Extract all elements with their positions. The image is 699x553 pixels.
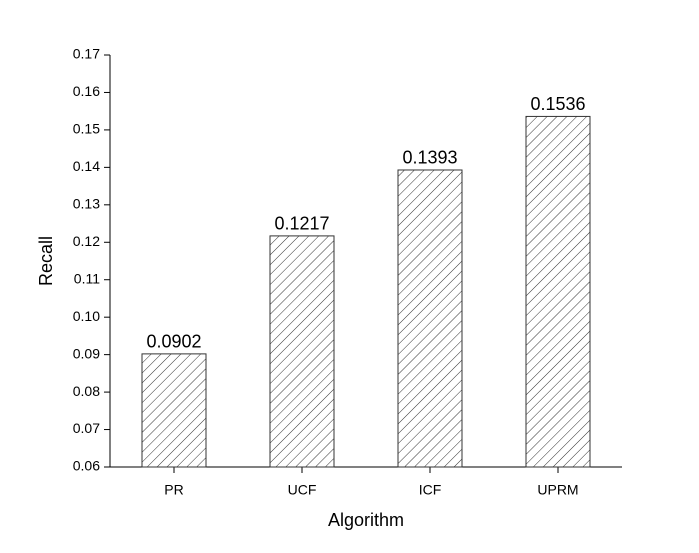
y-tick-label: 0.12	[73, 233, 100, 249]
y-tick-label: 0.10	[73, 308, 100, 324]
y-tick-label: 0.08	[73, 383, 100, 399]
y-tick-label: 0.11	[74, 270, 100, 286]
x-tick-label: UPRM	[537, 482, 578, 498]
value-label: 0.1217	[274, 214, 329, 234]
y-tick-label: 0.13	[73, 196, 100, 212]
x-tick-label: PR	[164, 482, 183, 498]
x-tick-label: UCF	[288, 482, 317, 498]
bar	[525, 115, 591, 468]
y-tick-label: 0.17	[73, 46, 100, 62]
y-axis-label: Recall	[36, 236, 56, 286]
value-label: 0.0902	[146, 332, 201, 352]
y-tick-label: 0.16	[73, 83, 100, 99]
value-label: 0.1536	[530, 94, 585, 114]
y-tick-label: 0.07	[73, 420, 100, 436]
x-tick-label: ICF	[419, 482, 442, 498]
y-tick-label: 0.14	[73, 158, 100, 174]
y-tick-label: 0.15	[73, 121, 100, 137]
y-tick-label: 0.06	[73, 458, 100, 474]
y-tick-label: 0.09	[73, 345, 100, 361]
bar	[397, 169, 463, 468]
bar	[141, 353, 207, 468]
x-axis-label: Algorithm	[328, 510, 404, 530]
value-label: 0.1393	[402, 148, 457, 168]
bar	[269, 235, 335, 468]
